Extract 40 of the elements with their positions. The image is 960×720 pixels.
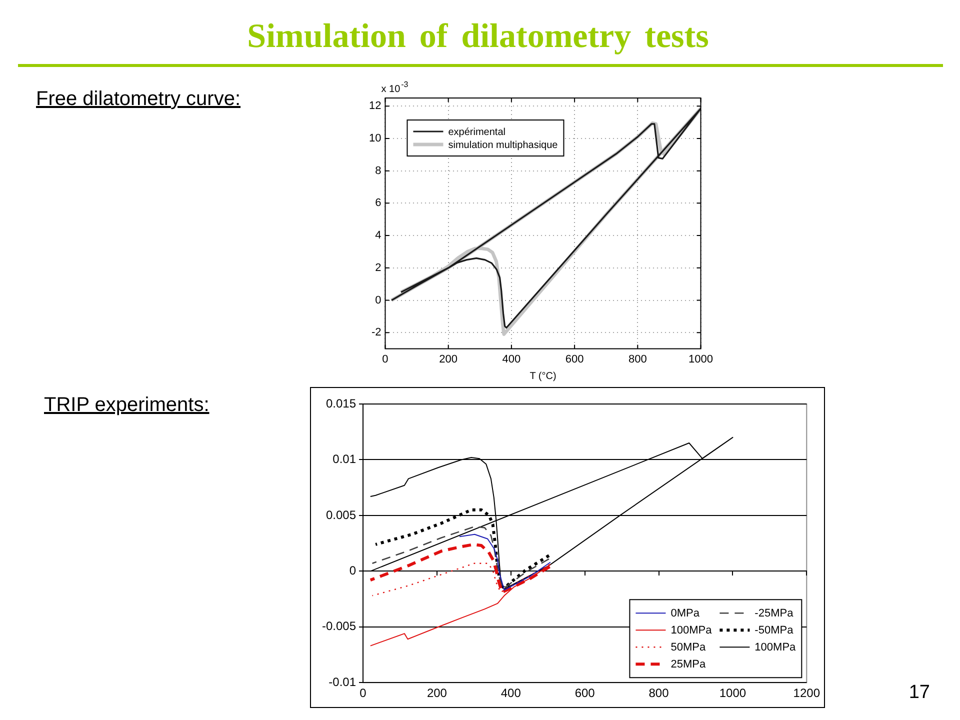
x-tick-label: 1000 <box>719 686 746 700</box>
text: TRIP experiments: <box>44 393 210 418</box>
x-tick-label: 200 <box>439 353 458 366</box>
y-tick-label: 0 <box>349 563 356 578</box>
y-tick-label: -0.005 <box>322 619 356 634</box>
x-tick-label: 800 <box>648 686 670 700</box>
x-tick-label: 400 <box>502 353 521 366</box>
x-tick-label: 800 <box>628 353 647 366</box>
x-tick-label: 600 <box>574 686 596 700</box>
y-tick-label: 4 <box>375 230 382 242</box>
legend-label: 25MPa <box>670 658 706 671</box>
legend-label: -25MPa <box>754 608 794 620</box>
y-tick-label: -0.01 <box>328 674 356 689</box>
x-axis-title: T (°C) <box>530 370 556 382</box>
y-tick-label: 10 <box>368 132 382 144</box>
x-tick-label: 0 <box>360 686 367 700</box>
y-tick-label: 12 <box>368 100 382 112</box>
y-tick-label: 0 <box>375 294 382 306</box>
y-tick-label: 8 <box>375 164 382 177</box>
y-tick-label: -2 <box>371 326 382 339</box>
y-tick-label: 0.005 <box>326 508 356 522</box>
legend-label: simulation multiphasique <box>448 140 558 151</box>
legend-label: 100MPa <box>754 642 797 654</box>
x-tick-label: 1000 <box>688 353 714 366</box>
legend-label: -50MPa <box>754 624 794 637</box>
x-tick-label: 600 <box>565 353 584 366</box>
y-tick-label: 0.01 <box>332 452 356 466</box>
legend-label: expérimental <box>448 126 506 138</box>
x-tick-label: 1200 <box>793 686 820 700</box>
legend-label: 100MPa <box>670 624 713 637</box>
x-tick-label: 200 <box>426 686 448 700</box>
y-tick-label: 0.015 <box>326 396 356 410</box>
text: Free dilatometry curve: <box>36 87 241 112</box>
y-tick-label: 2 <box>375 262 382 274</box>
text: 17 <box>908 682 930 704</box>
chart-title: Simulation of dilatometry tests <box>246 17 710 57</box>
y-tick-label: 6 <box>375 197 382 210</box>
legend-label: 0MPa <box>670 608 700 620</box>
x-tick-label: 400 <box>500 686 522 700</box>
legend-label: 50MPa <box>670 642 706 654</box>
